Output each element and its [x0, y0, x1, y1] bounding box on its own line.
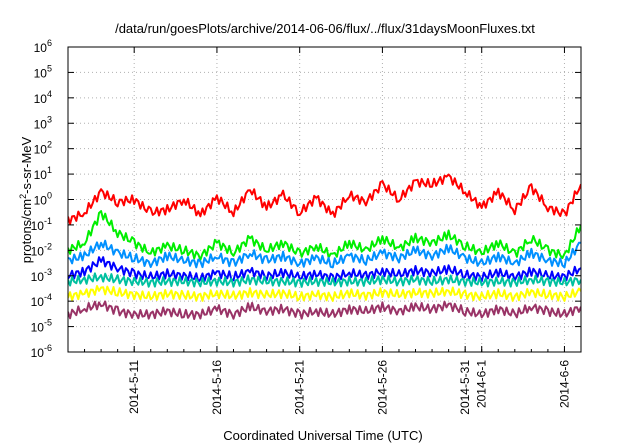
- x-tick-label: 2014-5-11: [127, 360, 141, 414]
- y-tick-label: 10-1: [31, 216, 52, 233]
- y-tick-label: 105: [34, 63, 52, 80]
- y-tick-label: 10-2: [31, 241, 52, 258]
- x-axis-label: Coordinated Universal Time (UTC): [223, 428, 422, 443]
- y-axis-label: protons/cm2-s-sr-MeV: [18, 136, 34, 263]
- x-tick-labels: 2014-5-11 2014-5-16 2014-5-21 2014-5-26 2014…: [127, 360, 571, 415]
- axis-ticks: [67, 46, 582, 353]
- y-tick-label: 104: [34, 89, 52, 106]
- series-line: [68, 272, 581, 288]
- y-tick-label: 10-4: [31, 292, 52, 309]
- y-tick-label: 100: [34, 191, 52, 208]
- y-tick-label: 102: [34, 140, 52, 157]
- chart-title: /data/run/goesPlots/archive/2014-06-06/f…: [115, 21, 535, 36]
- x-tick-label: 2014-5-26: [375, 360, 389, 415]
- y-tick-labels: 10-6 10-5 10-4 10-3 10-2 10-1 100 101 102 103 104 1…: [31, 38, 52, 360]
- series-line: [68, 285, 581, 302]
- x-tick-label: 2014-5-21: [293, 360, 307, 415]
- series-line: [68, 210, 581, 261]
- series-group: [68, 173, 581, 320]
- series-line: [68, 256, 581, 284]
- y-tick-label: 103: [34, 114, 52, 131]
- y-tick-label: 10-5: [31, 318, 52, 335]
- y-tick-label: 10-6: [31, 343, 52, 360]
- series-line: [68, 300, 581, 320]
- y-tick-label: 101: [34, 165, 52, 182]
- x-tick-label: 2014-6-1: [475, 360, 489, 408]
- x-tick-label: 2014-6-6: [557, 360, 571, 408]
- series-line: [68, 173, 581, 225]
- y-tick-label: 106: [34, 38, 52, 55]
- series-line: [68, 239, 581, 269]
- x-tick-label: 2014-5-16: [210, 360, 224, 415]
- x-tick-label: 2014-5-31: [458, 360, 472, 415]
- y-tick-label: 10-3: [31, 267, 52, 284]
